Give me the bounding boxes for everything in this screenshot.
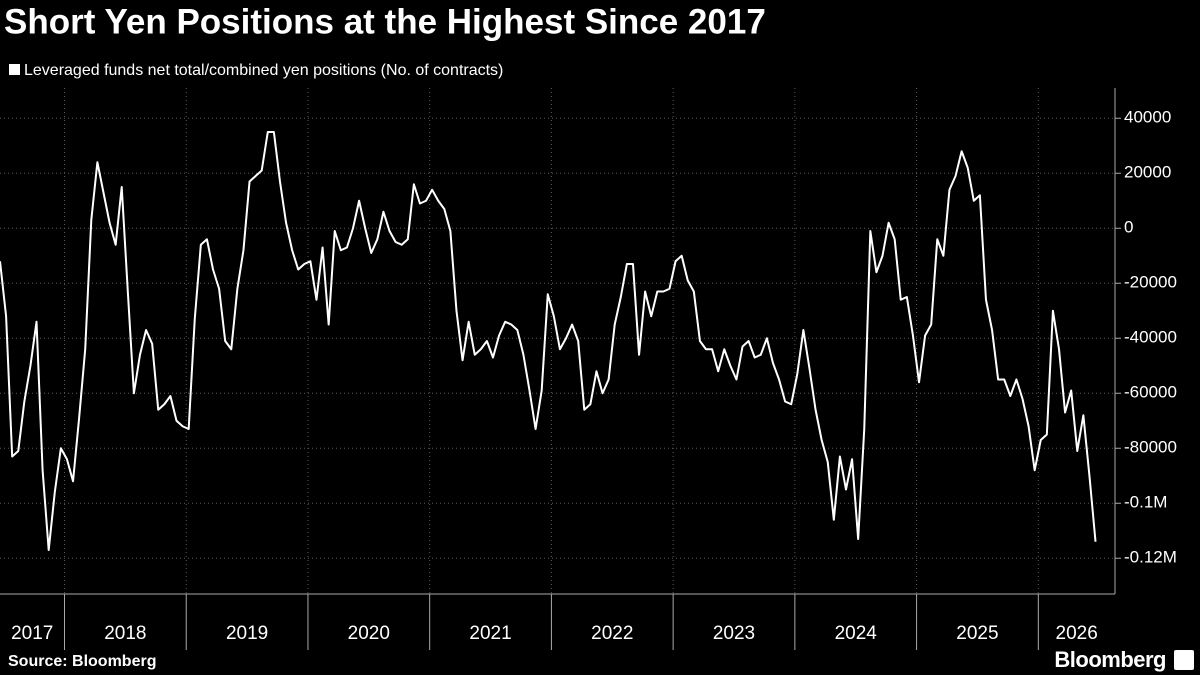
x-tick-label: 2023: [713, 623, 755, 644]
x-tick-label: 2025: [956, 623, 998, 644]
source: Source: Bloomberg: [8, 653, 156, 670]
brand: Bloomberg: [1054, 647, 1166, 672]
brand-icon: [1174, 650, 1194, 670]
y-tick-label: -40000: [1124, 328, 1177, 347]
x-tick-label: 2017: [11, 623, 53, 644]
x-tick-label: 2026: [1056, 623, 1098, 644]
x-tick-label: 2020: [348, 623, 390, 644]
y-tick-label: 40000: [1124, 108, 1171, 127]
chart-title: Short Yen Positions at the Highest Since…: [4, 2, 766, 41]
y-tick-label: -0.12M: [1124, 548, 1177, 567]
y-tick-label: 20000: [1124, 163, 1171, 182]
y-tick-label: 0: [1124, 218, 1133, 237]
y-tick-label: -80000: [1124, 438, 1177, 457]
legend-label: Leveraged funds net total/combined yen p…: [24, 62, 503, 79]
y-tick-label: -20000: [1124, 273, 1177, 292]
x-tick-label: 2024: [835, 623, 878, 644]
series-line: [0, 131, 1097, 551]
y-tick-label: -60000: [1124, 383, 1177, 402]
legend-swatch: [9, 64, 20, 75]
x-tick-label: 2021: [469, 623, 511, 644]
x-tick-label: 2022: [591, 623, 633, 644]
x-tick-label: 2018: [104, 623, 146, 644]
y-tick-label: -0.1M: [1124, 493, 1167, 512]
x-tick-label: 2019: [226, 623, 268, 644]
